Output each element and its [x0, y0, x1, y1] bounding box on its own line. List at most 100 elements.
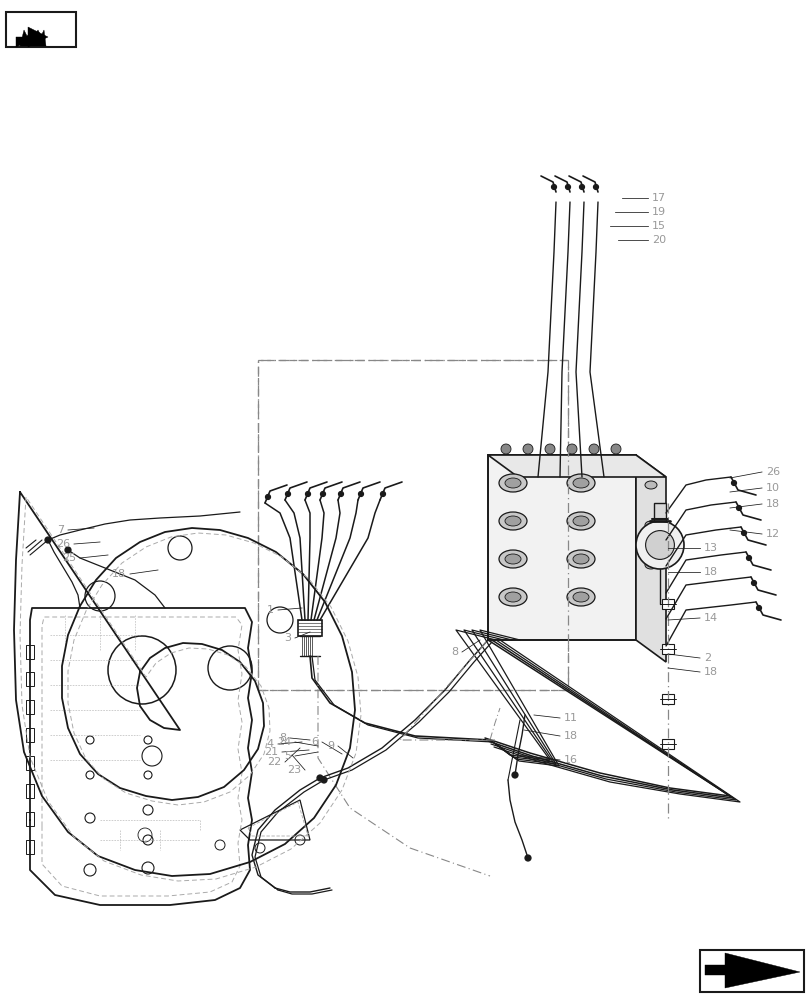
Circle shape: [610, 444, 620, 454]
Text: 8: 8: [450, 647, 457, 657]
Bar: [661, 644, 673, 654]
Text: 26: 26: [765, 467, 779, 477]
Bar: [661, 599, 673, 609]
Text: 3: 3: [284, 633, 290, 643]
Text: 17: 17: [651, 193, 665, 203]
Text: 10: 10: [765, 483, 779, 493]
Ellipse shape: [644, 561, 656, 569]
Ellipse shape: [573, 592, 588, 602]
Text: 16: 16: [564, 755, 577, 765]
Ellipse shape: [566, 550, 594, 568]
Ellipse shape: [504, 554, 521, 564]
Text: 13: 13: [703, 543, 717, 553]
Bar: [26, 728, 34, 742]
Text: 21: 21: [264, 747, 277, 757]
Text: 4: 4: [267, 739, 273, 749]
Text: 18: 18: [765, 499, 779, 509]
Bar: [26, 784, 34, 798]
Text: 18: 18: [112, 569, 126, 579]
Text: 6: 6: [311, 737, 318, 747]
Circle shape: [551, 185, 556, 190]
Text: 23: 23: [286, 765, 301, 775]
Circle shape: [588, 444, 599, 454]
Bar: [653, 503, 665, 521]
Circle shape: [740, 530, 745, 536]
Circle shape: [65, 547, 71, 553]
Ellipse shape: [573, 478, 588, 488]
Ellipse shape: [566, 588, 594, 606]
Text: 11: 11: [564, 713, 577, 723]
Bar: [26, 812, 34, 826]
Circle shape: [564, 185, 570, 190]
Circle shape: [745, 556, 750, 560]
Text: 20: 20: [651, 235, 665, 245]
Text: 7: 7: [57, 525, 64, 535]
Text: 22: 22: [267, 757, 281, 767]
Circle shape: [750, 580, 756, 585]
Text: 19: 19: [651, 207, 665, 217]
Circle shape: [544, 444, 554, 454]
Circle shape: [512, 772, 517, 778]
Bar: [26, 700, 34, 714]
Bar: [661, 739, 673, 749]
Polygon shape: [20, 30, 46, 46]
Bar: [487, 455, 635, 640]
Ellipse shape: [566, 474, 594, 492]
Bar: [661, 694, 673, 704]
Polygon shape: [16, 27, 48, 47]
Bar: [26, 756, 34, 770]
Text: 24: 24: [277, 737, 290, 747]
Circle shape: [500, 444, 510, 454]
Text: 8: 8: [278, 733, 285, 743]
Circle shape: [45, 537, 51, 543]
Bar: [26, 645, 34, 659]
Circle shape: [320, 491, 325, 496]
Circle shape: [579, 185, 584, 190]
Text: 12: 12: [765, 529, 779, 539]
Ellipse shape: [504, 516, 521, 526]
Text: 18: 18: [703, 567, 717, 577]
Bar: [258, 360, 568, 690]
Polygon shape: [635, 455, 665, 662]
Circle shape: [305, 491, 310, 496]
Circle shape: [285, 491, 290, 496]
Ellipse shape: [499, 512, 526, 530]
Ellipse shape: [499, 474, 526, 492]
Bar: [26, 672, 34, 686]
Text: 15: 15: [651, 221, 665, 231]
Text: 9: 9: [327, 741, 333, 751]
Bar: [26, 840, 34, 854]
Ellipse shape: [499, 550, 526, 568]
Circle shape: [645, 531, 674, 559]
Circle shape: [525, 855, 530, 861]
Ellipse shape: [499, 588, 526, 606]
Circle shape: [380, 491, 385, 496]
Bar: [258, 360, 568, 690]
Text: 5: 5: [284, 751, 290, 761]
Text: 18: 18: [703, 667, 717, 677]
Circle shape: [566, 444, 577, 454]
Circle shape: [635, 521, 683, 569]
Circle shape: [316, 775, 323, 781]
Polygon shape: [704, 953, 799, 988]
Text: 26: 26: [56, 539, 70, 549]
Circle shape: [593, 185, 598, 190]
Circle shape: [265, 494, 270, 499]
Text: 14: 14: [703, 613, 717, 623]
Ellipse shape: [644, 481, 656, 489]
Bar: [298, 620, 322, 636]
Bar: [699, 950, 803, 992]
Ellipse shape: [504, 592, 521, 602]
Circle shape: [736, 506, 740, 510]
Ellipse shape: [566, 512, 594, 530]
Polygon shape: [487, 455, 665, 477]
Text: 1: 1: [267, 605, 273, 615]
Text: 18: 18: [564, 731, 577, 741]
Bar: [6, 12, 76, 47]
Circle shape: [320, 777, 327, 783]
Text: 2: 2: [703, 653, 710, 663]
Ellipse shape: [573, 516, 588, 526]
Circle shape: [522, 444, 532, 454]
Ellipse shape: [644, 521, 656, 529]
Text: 25: 25: [62, 553, 76, 563]
